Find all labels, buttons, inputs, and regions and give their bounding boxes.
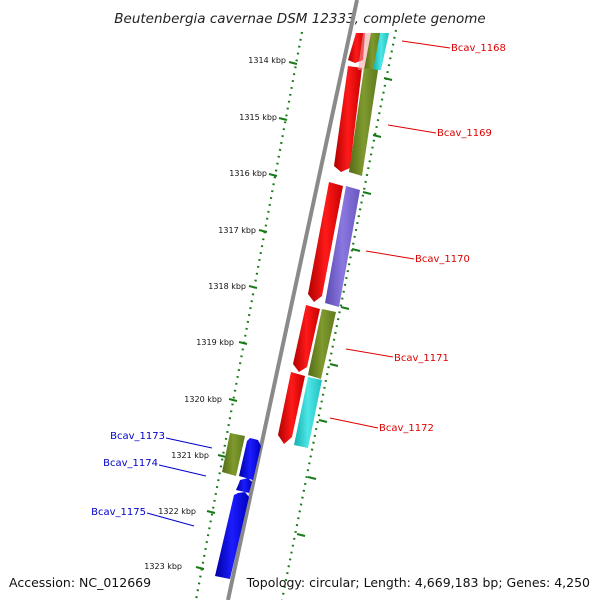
ruler-dotted-line-outer bbox=[280, 29, 398, 600]
ruler-label: 1318 kbp bbox=[208, 282, 246, 291]
gene-label-bcav-1171[interactable]: Bcav_1171 bbox=[394, 353, 449, 364]
feature-block bbox=[373, 33, 389, 70]
feature-block bbox=[294, 377, 322, 448]
genome-summary-text: Topology: circular; Length: 4,669,183 bp… bbox=[246, 575, 590, 590]
feature-block bbox=[325, 186, 360, 307]
ruler-label: 1321 kbp bbox=[171, 451, 209, 460]
forward-label-leaders bbox=[329, 40, 451, 429]
ruler-label: 1322 kbp bbox=[158, 507, 196, 516]
genome-backbone bbox=[226, 0, 359, 600]
ruler-label: 1323 kbp bbox=[144, 562, 182, 571]
feature-block bbox=[308, 309, 336, 379]
reverse-strand-features bbox=[215, 433, 261, 579]
gene-label-bcav-1172[interactable]: Bcav_1172 bbox=[379, 423, 434, 434]
forward-cds-features bbox=[278, 33, 365, 444]
gene-labels: Bcav_1168 Bcav_1169 Bcav_1170 Bcav_1171 … bbox=[91, 43, 506, 518]
feature-block bbox=[358, 33, 371, 70]
gene-bcav-1171-arrow[interactable] bbox=[293, 305, 320, 372]
gene-bcav-1173-arrow[interactable] bbox=[239, 438, 261, 480]
gene-label-bcav-1174[interactable]: Bcav_1174 bbox=[103, 458, 158, 469]
ruler-label: 1319 kbp bbox=[196, 338, 234, 347]
gene-label-bcav-1175[interactable]: Bcav_1175 bbox=[91, 507, 146, 518]
forward-other-features bbox=[294, 33, 389, 448]
gene-bcav-1170-arrow[interactable] bbox=[308, 182, 343, 302]
ruler-label: 1320 kbp bbox=[184, 395, 222, 404]
ruler-label: 1317 kbp bbox=[218, 226, 256, 235]
ruler-ticks-inner bbox=[195, 61, 298, 570]
accession-text: Accession: NC_012669 bbox=[9, 575, 151, 590]
ruler-ticks-outer bbox=[296, 77, 393, 537]
gene-label-bcav-1168[interactable]: Bcav_1168 bbox=[451, 43, 506, 54]
gene-bcav-1174-arrow[interactable] bbox=[236, 478, 252, 493]
ruler-label: 1316 kbp bbox=[229, 169, 267, 178]
gene-label-bcav-1169[interactable]: Bcav_1169 bbox=[437, 128, 492, 139]
gene-bcav-1172-arrow[interactable] bbox=[278, 372, 305, 444]
feature-block bbox=[222, 433, 245, 476]
ruler-labels: 1314 kbp 1315 kbp 1316 kbp 1317 kbp 1318… bbox=[144, 56, 286, 571]
ruler-label: 1314 kbp bbox=[248, 56, 286, 65]
feature-block bbox=[364, 33, 381, 70]
ruler-label: 1315 kbp bbox=[239, 113, 277, 122]
gene-label-bcav-1170[interactable]: Bcav_1170 bbox=[415, 254, 470, 265]
reverse-label-leaders bbox=[146, 437, 213, 527]
gene-bcav-1169-arrow[interactable] bbox=[334, 66, 362, 172]
gene-bcav-1175-arrow[interactable] bbox=[215, 492, 249, 579]
gene-label-bcav-1173[interactable]: Bcav_1173 bbox=[110, 431, 165, 442]
map-title: Beutenbergia cavernae DSM 12333, complet… bbox=[114, 11, 485, 27]
feature-block bbox=[349, 68, 378, 176]
